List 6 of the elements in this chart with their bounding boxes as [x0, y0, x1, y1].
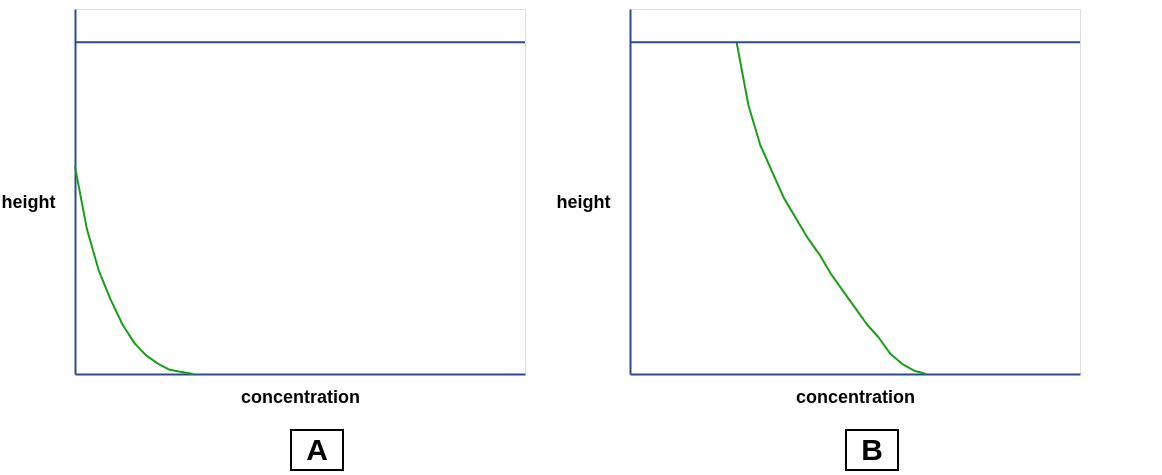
text: A [306, 433, 328, 466]
y-axis-title: height [1, 191, 56, 212]
x-axis-title: concentration [240, 386, 361, 407]
x-axis-title: concentration [795, 386, 916, 407]
y-axis-title: height [556, 191, 611, 212]
text: B [861, 433, 883, 466]
